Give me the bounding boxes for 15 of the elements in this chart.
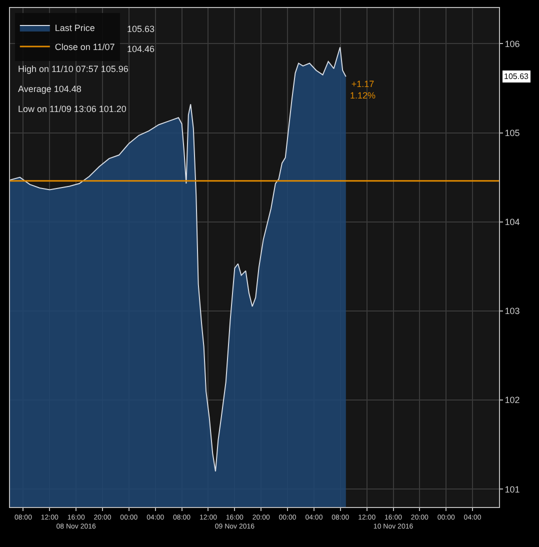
annotation: High on 11/10 07:57 105.96 <box>18 64 128 74</box>
y-tick-label: 105 <box>504 128 520 138</box>
annotation: Low on 11/09 13:06 101.20 <box>18 104 126 114</box>
y-tick-label: 102 <box>504 395 520 406</box>
annotation: 105.63 <box>127 24 155 34</box>
y-tick-label: 104 <box>504 217 520 228</box>
y-tick-label: 106 <box>504 38 520 49</box>
legend-label: Close on 11/07 <box>54 42 115 52</box>
annotation: +1.17 1.12% <box>350 79 376 101</box>
legend-label: Last Price <box>54 23 95 33</box>
text: 105.63 <box>504 72 530 81</box>
annotation: 104.46 <box>127 44 155 54</box>
y-tick-label: 103 <box>504 306 520 316</box>
annotation: Average 104.48 <box>18 84 82 94</box>
y-tick-label: 101 <box>504 484 520 494</box>
